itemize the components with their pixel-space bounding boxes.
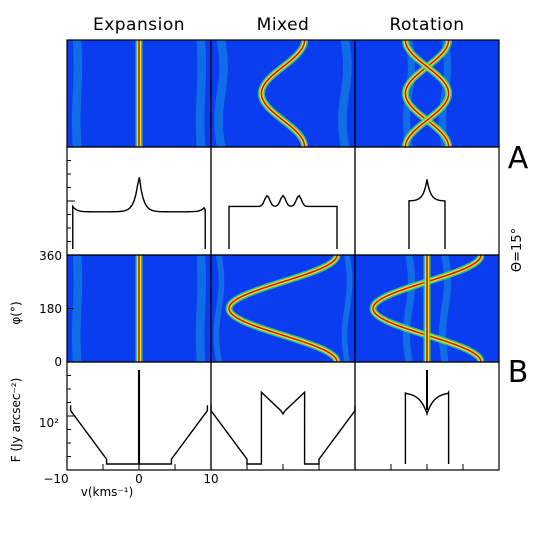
flux-axis-label: F (Jy arcsec⁻²) [9,378,23,463]
panel-frames [66,39,500,471]
velocity-tick-10: 10 [203,472,218,486]
phi-tick-180: 180 [39,302,62,316]
map-ridge-core-b-mixed-0 [228,254,338,363]
maps-layer [67,39,499,363]
map-b-mixed [211,254,355,363]
profile-a-mixed [228,194,338,249]
phi-tick-0: 0 [54,355,62,369]
panel-frame-a-prof-2 [354,146,500,256]
theta-angle-label: Θ=15° [510,228,525,272]
velocity-tick-0: 0 [135,472,143,486]
map-a-expansion [67,39,211,148]
velocity-axis-label: v(kms⁻¹) [81,485,134,499]
phi-tick-360: 360 [39,249,62,263]
map-edge-feature-a-expansion-left [71,39,83,148]
panel-frame-b-prof-1 [210,361,356,471]
map-b-rotation [355,254,499,363]
map-edge-feature-b-rotation-left [402,254,416,363]
velocity-tick-minus10: −10 [43,472,68,486]
map-ridge-core-a-rotation-0 [404,39,450,148]
profile-line-b-mixed [210,390,356,465]
map-ridge-core-a-rotation-1 [404,39,450,148]
column-title-expansion: Expansion [93,15,185,35]
panel-frame-a-prof-0 [66,146,212,256]
profile-a-expansion [72,177,206,249]
profile-line-a-mixed [228,194,338,249]
profile-line-a-expansion [72,177,206,249]
map-edge-feature-a-mixed-left [214,39,228,148]
map-edge-feature-b-expansion-left [71,254,83,363]
row-label-a: A [508,141,529,176]
map-a-mixed [211,39,355,148]
profile-a-rotation [408,179,446,249]
profile-b-expansion [69,369,209,465]
profile-line-b-rotation [404,389,450,464]
map-ridge-core-a-mixed-0 [260,39,306,148]
map-b-expansion [67,254,211,363]
profile-b-rotation [404,370,450,464]
profile-b-mixed [210,390,356,465]
flux-tick-100: 10² [39,416,59,430]
map-background-b-mixed [211,255,355,362]
column-title-mixed: Mixed [257,15,310,35]
map-edge-feature-b-expansion-right [195,254,207,363]
row-label-b: B [508,355,529,390]
map-edge-feature-b-mixed-right [341,254,353,363]
map-background-a-mixed [211,40,355,147]
map-background-a-rotation [355,40,499,147]
profiles-layer [69,177,450,465]
column-title-rotation: Rotation [389,15,464,35]
phi-axis-label: φ(°) [9,301,23,324]
map-edge-feature-a-expansion-right [195,39,207,148]
map-a-rotation [355,39,499,148]
map-edge-feature-b-mixed-left [213,254,225,363]
map-edge-feature-a-mixed-right [338,39,352,148]
map-ridge-core-b-rotation-0 [372,254,482,363]
profile-line-a-rotation [408,179,446,249]
panel-frame-a-prof-1 [210,146,356,256]
